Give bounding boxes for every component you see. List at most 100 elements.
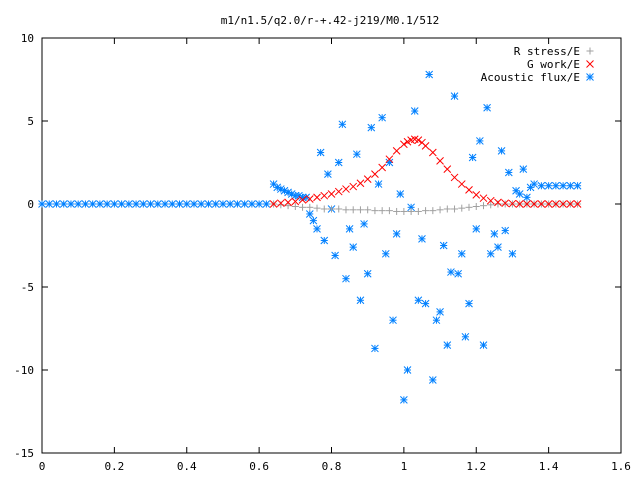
data-point bbox=[124, 200, 133, 208]
x-tick-label: 1.4 bbox=[539, 460, 559, 473]
y-tick-label: -10 bbox=[14, 364, 34, 377]
data-point bbox=[117, 200, 126, 208]
data-point bbox=[328, 205, 335, 213]
data-point bbox=[349, 243, 358, 252]
data-point bbox=[182, 200, 191, 208]
data-point bbox=[349, 206, 357, 214]
x-tick: 1.4 bbox=[539, 38, 559, 473]
data-point bbox=[298, 195, 307, 204]
data-point bbox=[161, 200, 169, 208]
data-point bbox=[356, 296, 365, 305]
data-point bbox=[324, 170, 332, 178]
data-point bbox=[320, 191, 329, 200]
data-point bbox=[320, 236, 329, 245]
data-point bbox=[110, 200, 119, 208]
data-point bbox=[371, 344, 379, 353]
data-point bbox=[504, 168, 513, 177]
data-point bbox=[457, 249, 466, 258]
data-point bbox=[530, 180, 539, 188]
data-point bbox=[436, 308, 444, 316]
data-point bbox=[508, 249, 517, 258]
x-tick: 1 bbox=[401, 38, 408, 473]
data-point bbox=[219, 200, 227, 208]
data-point bbox=[537, 181, 546, 190]
data-point bbox=[400, 207, 408, 215]
legend-marker bbox=[586, 73, 594, 81]
legend-marker bbox=[586, 60, 594, 68]
data-point bbox=[418, 235, 426, 243]
data-point bbox=[487, 201, 495, 209]
x-tick-label: 0.4 bbox=[177, 460, 197, 473]
data-point bbox=[465, 203, 473, 211]
x-tick-label: 1 bbox=[401, 460, 408, 473]
legend-marker bbox=[586, 47, 594, 55]
data-point bbox=[197, 200, 206, 208]
data-point bbox=[494, 200, 502, 208]
series-layer bbox=[38, 70, 582, 404]
data-point bbox=[537, 200, 546, 208]
data-point bbox=[400, 396, 408, 404]
legend-entry: Acoustic flux/E bbox=[481, 71, 594, 84]
x-axis: 0 0.2 0.4 0.6 0.8 1 1.2 1.4 1.6 bbox=[39, 38, 631, 473]
data-point bbox=[443, 205, 451, 213]
data-point bbox=[204, 200, 213, 208]
data-point bbox=[334, 158, 343, 167]
data-point bbox=[515, 200, 524, 208]
legend-entry: G work/E bbox=[527, 58, 594, 71]
data-point bbox=[139, 200, 148, 208]
data-point bbox=[378, 163, 387, 172]
data-point bbox=[468, 153, 477, 162]
data-point bbox=[38, 200, 46, 208]
data-point bbox=[501, 200, 509, 208]
data-point bbox=[479, 202, 487, 210]
data-point bbox=[436, 206, 444, 214]
legend-label: G work/E bbox=[527, 58, 580, 71]
data-point bbox=[291, 197, 300, 206]
data-point bbox=[313, 193, 321, 202]
data-point bbox=[457, 180, 466, 188]
data-point bbox=[349, 182, 358, 191]
data-point bbox=[501, 226, 510, 235]
data-point bbox=[240, 200, 249, 208]
data-point bbox=[52, 200, 61, 208]
data-point bbox=[316, 148, 325, 157]
data-point bbox=[356, 206, 364, 214]
data-point bbox=[352, 150, 361, 159]
data-point bbox=[447, 268, 455, 276]
y-tick: -5 bbox=[21, 281, 621, 294]
data-point bbox=[313, 204, 321, 212]
data-point bbox=[190, 200, 198, 208]
data-point bbox=[378, 207, 386, 215]
data-point bbox=[552, 200, 560, 208]
data-point bbox=[331, 251, 339, 260]
data-point bbox=[523, 200, 531, 208]
data-point bbox=[396, 190, 405, 198]
y-tick-label: -15 bbox=[14, 447, 34, 460]
data-point bbox=[327, 190, 336, 198]
data-point bbox=[211, 200, 220, 208]
data-point bbox=[342, 206, 350, 214]
data-point bbox=[479, 194, 488, 203]
data-point bbox=[454, 269, 463, 278]
data-point bbox=[544, 200, 553, 208]
data-point bbox=[342, 185, 350, 193]
data-point bbox=[313, 225, 321, 233]
data-point bbox=[262, 200, 271, 208]
data-point bbox=[422, 207, 430, 215]
data-point bbox=[490, 230, 499, 238]
data-point bbox=[175, 200, 184, 208]
data-point bbox=[248, 200, 256, 208]
x-tick-label: 1.6 bbox=[611, 460, 631, 473]
data-point bbox=[501, 199, 510, 208]
data-point bbox=[299, 203, 307, 211]
data-point bbox=[284, 202, 292, 210]
data-point bbox=[400, 140, 408, 149]
x-tick-label: 0.2 bbox=[104, 460, 124, 473]
data-point bbox=[103, 200, 111, 208]
data-point bbox=[566, 200, 575, 208]
data-point bbox=[425, 70, 434, 79]
data-point bbox=[363, 175, 372, 183]
data-point bbox=[479, 341, 488, 349]
data-point bbox=[410, 107, 419, 115]
x-tick: 0.8 bbox=[322, 38, 341, 473]
